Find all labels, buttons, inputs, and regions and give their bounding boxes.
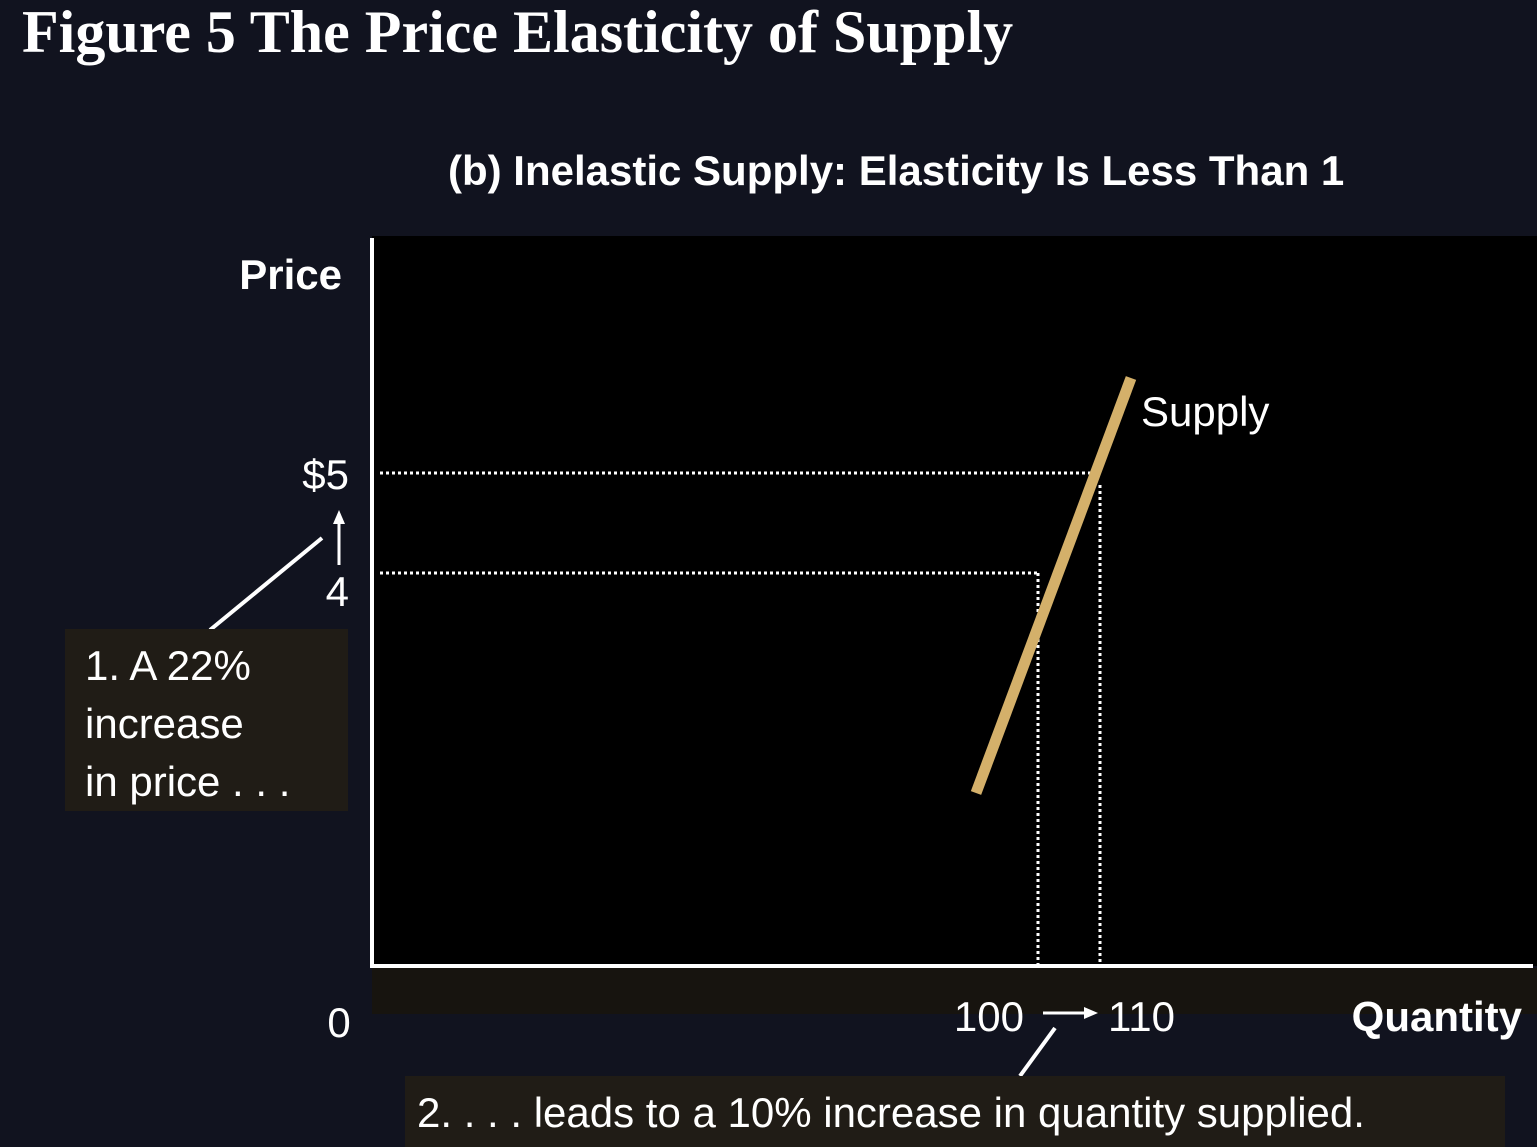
plot-area [372,236,1537,966]
origin-label: 0 [327,999,350,1046]
annotation-price-increase: 1. A 22% increase in price . . . [65,629,348,811]
y-tick-label-4: 4 [326,568,349,615]
series-label-supply: Supply [1141,388,1269,435]
quantity-change-arrow [1043,1007,1098,1019]
y-tick-label-5: $5 [302,451,349,498]
price-change-arrow [333,510,345,565]
callout-pointer-price [208,536,324,632]
x-axis-label: Quantity [1352,993,1523,1040]
figure-title: Figure 5 The Price Elasticity of Supply [22,0,1014,65]
supply-curve [970,376,1137,795]
x-tick-label-100: 100 [954,993,1024,1040]
annotation-quantity-increase: 2. . . . leads to a 10% increase in quan… [405,1076,1505,1147]
annotation-line: in price . . . [85,758,291,805]
y-axis-label: Price [239,251,342,298]
x-tick-label-110: 110 [1108,993,1175,1040]
callout-pointer-quantity [1018,1026,1057,1078]
annotation-line: 1. A 22% [85,642,251,689]
annotation-line: increase [85,700,244,747]
chart-title: (b) Inelastic Supply: Elasticity Is Less… [448,147,1345,194]
x-axis-shadow-band [372,968,1537,1014]
